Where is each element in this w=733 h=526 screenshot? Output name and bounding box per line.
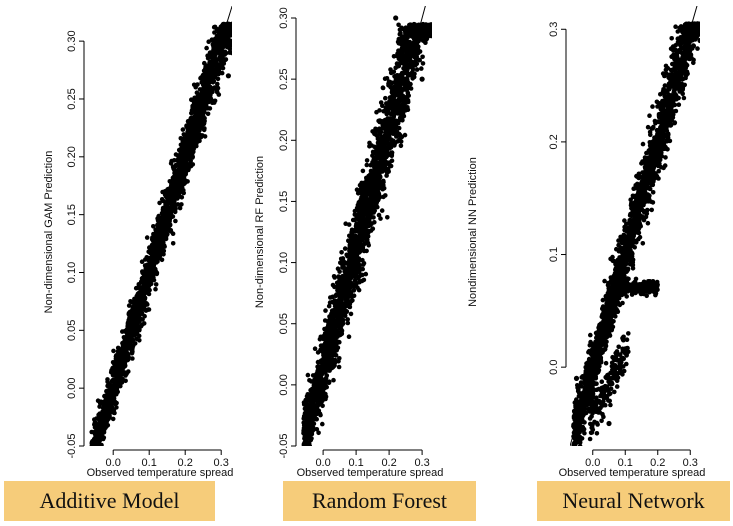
data-point (117, 350, 123, 357)
data-point (337, 308, 343, 315)
data-point (225, 73, 231, 79)
y-tick-label: 0.20 (66, 146, 78, 167)
x-tick-label: 0.0 (106, 457, 121, 469)
y-tick-label: 0.00 (278, 374, 290, 395)
x-tick-label: 0.1 (618, 457, 633, 469)
y-tick-label: 0.25 (66, 88, 78, 109)
data-point (320, 357, 326, 363)
data-point (606, 285, 612, 291)
data-point (590, 342, 596, 348)
y-tick-label: 0.15 (66, 204, 78, 225)
x-axis: 0.0 0.1 0.2 0.3 (315, 449, 430, 469)
reference-line (570, 6, 698, 446)
data-point (330, 321, 336, 327)
x-tick-label: 0.3 (683, 457, 698, 469)
caption-random-forest: Random Forest (283, 481, 476, 521)
data-point (304, 431, 310, 437)
y-tick-label: 0.2 (548, 134, 560, 149)
data-point (629, 285, 635, 291)
data-point (360, 223, 366, 229)
y-tick-label: 0.3 (548, 22, 560, 37)
y-tick-label: -0.05 (278, 433, 290, 458)
data-point (583, 364, 589, 370)
x-tick-label: 0.0 (315, 457, 330, 469)
scatter-points (571, 21, 700, 446)
y-tick-label: 0.30 (66, 30, 78, 51)
y-tick-label: 0.30 (278, 7, 290, 28)
x-tick-label: 0.0 (585, 457, 600, 469)
y-tick-label: 0.15 (278, 191, 290, 212)
data-point (313, 394, 320, 400)
data-point (92, 420, 98, 426)
y-tick-label: 0.10 (66, 262, 78, 283)
x-tick-label: 0.2 (178, 457, 193, 469)
x-tick-label: 0.3 (414, 457, 429, 469)
x-axis: 0.0 0.1 0.2 0.3 (585, 449, 698, 469)
y-axis: -0.05 0.00 0.05 0.10 0.15 0.20 0.25 0.30 (66, 30, 85, 459)
data-point (103, 397, 109, 403)
data-point (393, 15, 399, 21)
y-tick-label: 0.10 (278, 252, 290, 273)
x-axis: 0.0 0.1 0.2 0.3 (106, 449, 229, 469)
data-point (697, 37, 700, 44)
data-point (182, 142, 188, 148)
data-point (648, 173, 654, 179)
reference-line (306, 6, 426, 446)
data-point (189, 119, 195, 125)
y-axis-title: Non-dimensional GAM Prediction (43, 151, 55, 314)
y-axis: -0.05 0.00 0.05 0.10 0.15 0.20 0.25 0.30 (278, 7, 297, 459)
data-point (687, 37, 693, 44)
x-tick-label: 0.2 (381, 457, 396, 469)
y-tick-label: 0.05 (278, 313, 290, 334)
x-tick-label: 0.1 (348, 457, 363, 469)
caption-neural-network: Neural Network (537, 481, 730, 521)
y-axis: 0.0 0.1 0.2 0.3 (548, 22, 567, 375)
y-tick-label: 0.0 (548, 360, 560, 375)
data-point (229, 50, 232, 56)
x-axis-title: Observed temperature spread (297, 467, 444, 479)
y-tick-label: -0.05 (66, 433, 78, 458)
scatter-points (301, 15, 432, 446)
reference-line (94, 6, 232, 446)
data-point (638, 206, 645, 213)
data-point (353, 247, 359, 253)
y-tick-label: 0.00 (66, 377, 78, 398)
scatter-points (89, 21, 232, 446)
y-axis-title: Nondimensional NN Prediction (467, 157, 479, 307)
data-point (409, 64, 415, 70)
x-tick-label: 0.3 (214, 457, 229, 469)
data-point (596, 409, 602, 415)
data-point (386, 125, 392, 131)
x-tick-label: 0.1 (142, 457, 157, 469)
data-point (606, 420, 612, 427)
x-tick-label: 0.2 (650, 457, 665, 469)
caption-additive-model: Additive Model (4, 481, 215, 521)
x-axis-title: Observed temperature spread (87, 467, 234, 479)
x-axis-title: Observed temperature spread (559, 467, 706, 479)
data-point (346, 272, 353, 278)
data-point (573, 375, 580, 381)
y-axis-title: Non-dimensional RF Prediction (254, 156, 266, 308)
data-point (419, 76, 425, 82)
y-tick-label: 0.20 (278, 130, 290, 151)
data-point (393, 88, 399, 94)
y-tick-label: 0.1 (548, 247, 560, 262)
y-tick-label: 0.05 (66, 320, 78, 341)
y-tick-label: 0.25 (278, 68, 290, 89)
data-point (211, 73, 217, 79)
